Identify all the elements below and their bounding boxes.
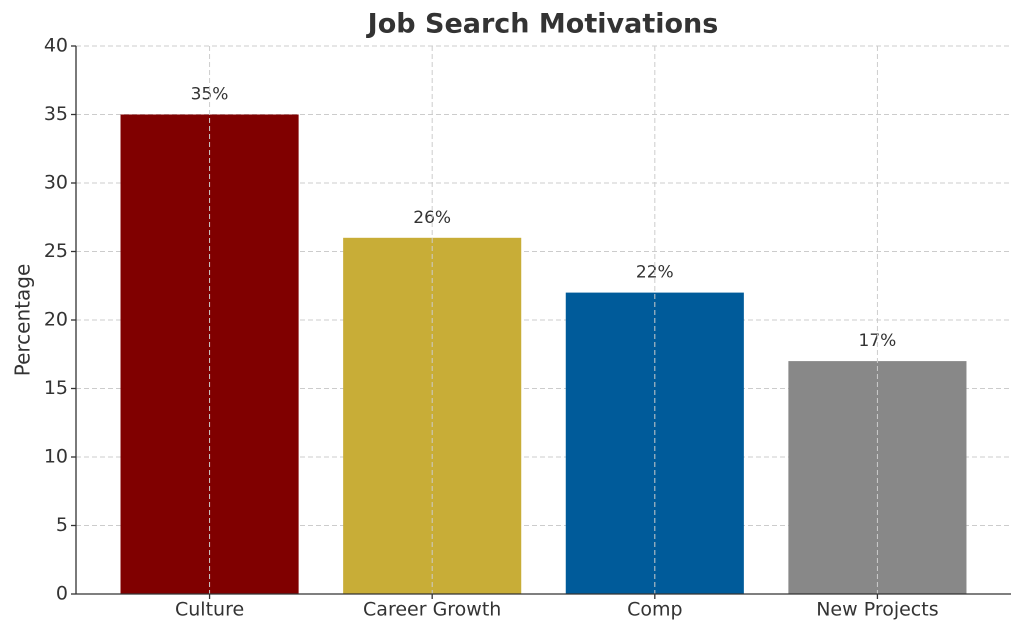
y-tick-label: 25 bbox=[44, 240, 68, 262]
y-tick-label: 0 bbox=[56, 583, 68, 605]
y-tick-label: 40 bbox=[44, 35, 68, 57]
value-label: 17% bbox=[859, 331, 897, 351]
y-tick-label: 30 bbox=[44, 172, 68, 194]
x-tick-label: Career Growth bbox=[363, 599, 501, 621]
chart-title: Job Search Motivations bbox=[366, 9, 719, 40]
x-tick-label: Comp bbox=[627, 599, 682, 621]
y-axis-label: Percentage bbox=[11, 264, 35, 377]
y-tick-label: 35 bbox=[44, 103, 68, 125]
x-tick-label: New Projects bbox=[816, 599, 938, 621]
y-tick-label: 20 bbox=[44, 309, 68, 331]
y-tick-label: 15 bbox=[44, 377, 68, 399]
y-tick-label: 5 bbox=[56, 514, 68, 536]
y-tick-label: 10 bbox=[44, 446, 68, 468]
x-tick-label: Culture bbox=[175, 599, 244, 621]
